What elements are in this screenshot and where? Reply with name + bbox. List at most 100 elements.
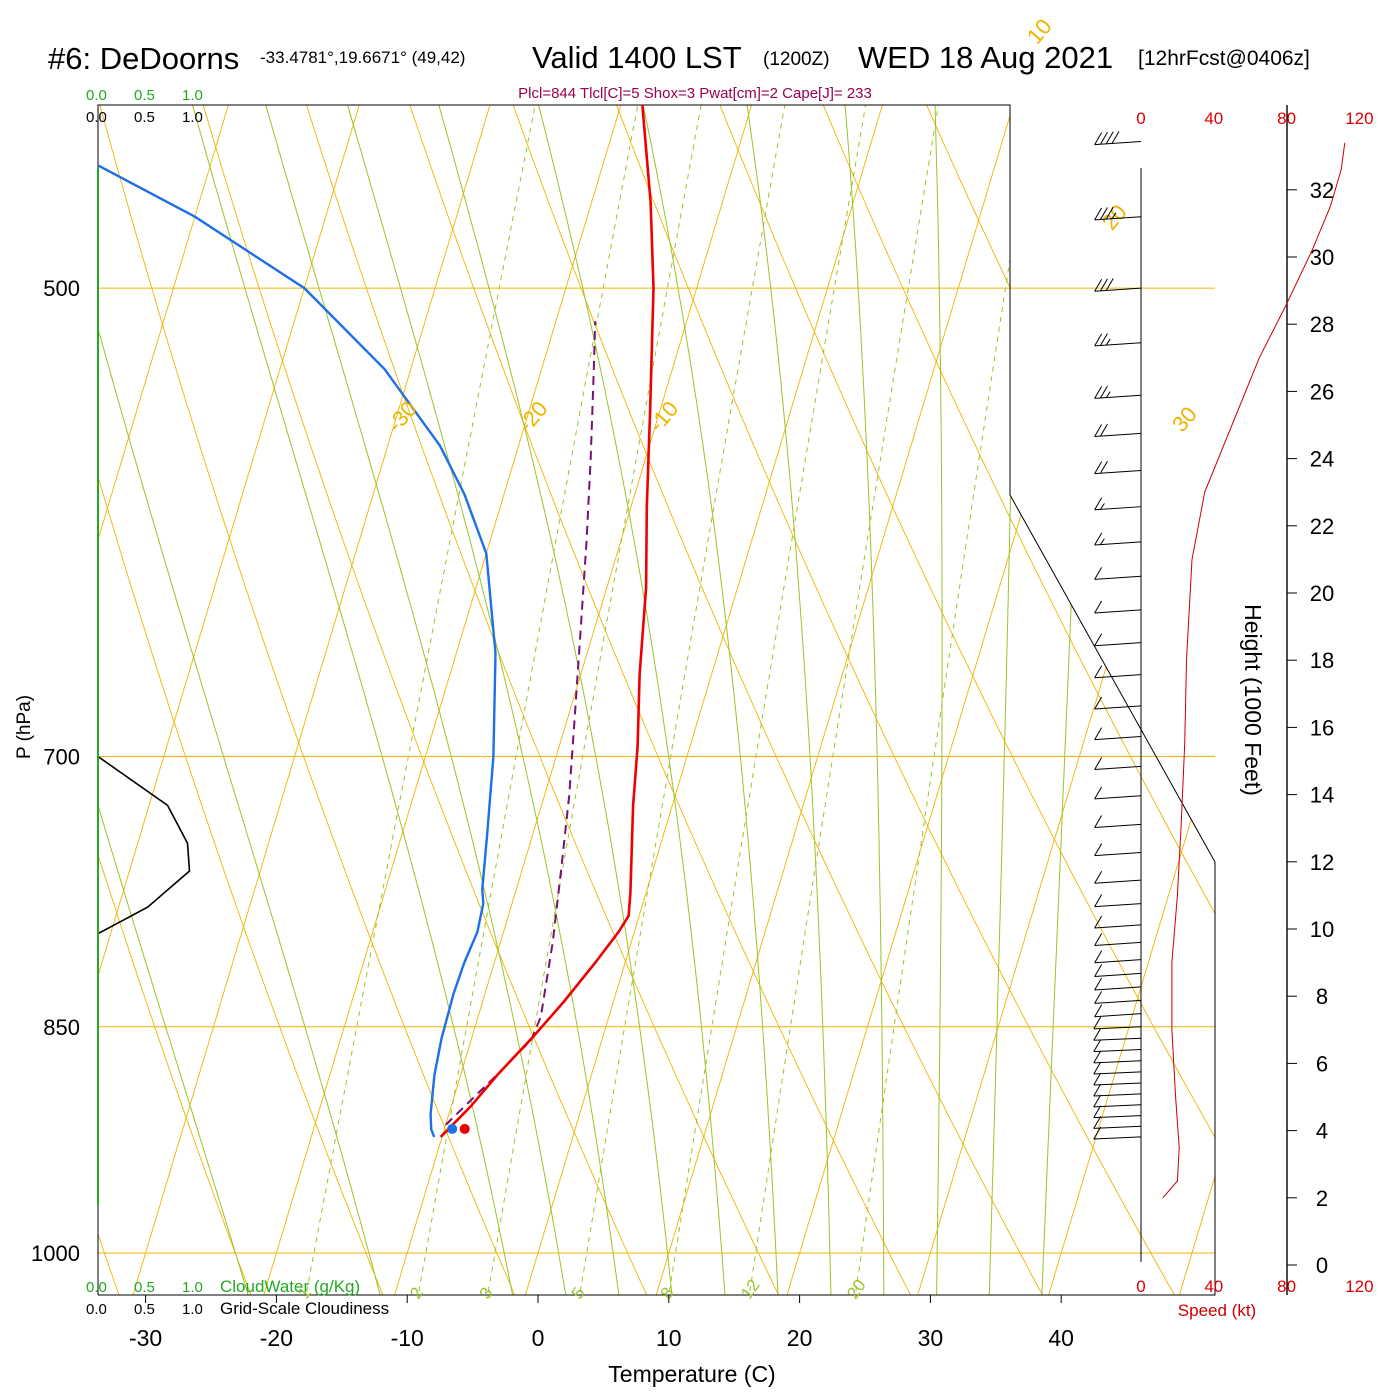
wind-barb — [1093, 1050, 1142, 1064]
speed-top-tick: 120 — [1345, 109, 1373, 128]
barb-staff — [1094, 941, 1142, 946]
barb-staff — [1094, 394, 1142, 399]
cloudwater-top-tick: 0.0 — [86, 87, 107, 104]
wind-barb — [1094, 206, 1142, 221]
utc-time: (1200Z) — [763, 49, 830, 70]
moist-adiabat-line — [869, 105, 943, 1295]
barb-full — [1094, 786, 1103, 800]
barb-staff — [1094, 765, 1142, 771]
barb-staff — [1094, 642, 1142, 647]
wind-barb — [1094, 950, 1142, 964]
mixing-ratio-label: 5 — [568, 1284, 589, 1303]
height-tick-label: 30 — [1310, 245, 1334, 270]
speed-bottom-tick: 40 — [1204, 1277, 1223, 1296]
wind-barb — [1094, 633, 1142, 647]
isotherm-line — [386, 105, 1004, 1295]
moist-adiabat-line — [98, 105, 388, 1295]
barb-full — [1111, 131, 1120, 144]
barb-full — [1093, 1028, 1102, 1041]
cloudwater-top-tick: 0.5 — [134, 87, 155, 104]
moist-adiabat-line — [98, 105, 571, 1295]
barb-staff — [1094, 609, 1142, 614]
barb-staff — [1093, 1104, 1142, 1108]
wind-barb — [1093, 1116, 1142, 1129]
surface-temperature-marker — [459, 1123, 470, 1134]
height-tick-label: 20 — [1310, 581, 1334, 606]
moist-adiabat-line — [211, 105, 676, 1295]
barb-staff — [1093, 1136, 1142, 1140]
barb-full — [1094, 567, 1103, 580]
barb-staff — [1093, 1071, 1142, 1075]
cloud-water-title: CloudWater (g/Kg) — [220, 1277, 360, 1296]
dewpoint-line — [98, 105, 497, 1138]
cloudwater-top-tick: 1.0 — [182, 87, 203, 104]
barb-full — [1099, 131, 1108, 145]
wind-barb — [1093, 1028, 1142, 1041]
temperature-tick-label: -20 — [260, 1325, 293, 1351]
barb-full — [1094, 207, 1103, 221]
moist-adiabat-line — [564, 105, 832, 1295]
height-tick-label: 14 — [1310, 783, 1334, 808]
pressure-tick-label: 500 — [43, 276, 80, 301]
cloudwater-bottom-tick: 1.0 — [182, 1279, 203, 1296]
isotherm-line — [98, 105, 612, 1295]
wind-barb — [1094, 696, 1142, 710]
barb-half — [1100, 503, 1105, 510]
forecast-label: [12hrFcst@0406z] — [1138, 47, 1310, 70]
wind-barb — [1094, 497, 1142, 511]
barb-full — [1094, 977, 1103, 991]
barb-staff — [1093, 1125, 1142, 1129]
barb-staff — [1093, 1082, 1142, 1086]
barb-staff — [1094, 674, 1142, 679]
barb-full — [1094, 727, 1103, 740]
axis-labels: 2503004005007008501000123581220-30-20-10… — [31, 14, 1202, 1351]
thermodynamic-background — [0, 0, 1215, 1321]
barb-staff — [1094, 959, 1142, 964]
barb-full — [1094, 964, 1103, 977]
stability-indices: Plcl=844 Tlcl[C]=5 Shox=3 Pwat[cm]=2 Cap… — [518, 85, 872, 102]
barb-full — [1093, 1050, 1102, 1064]
wind-barb — [1094, 964, 1142, 977]
mixing-ratio-label: 20 — [843, 1276, 869, 1302]
wind-barb — [1094, 385, 1142, 399]
wind-barb — [1094, 600, 1142, 614]
height-tick-label: 2 — [1316, 1186, 1328, 1211]
barb-staff — [1094, 216, 1142, 221]
wind-barb — [1094, 665, 1142, 679]
cloudiness-top-tick: 0.0 — [86, 109, 107, 126]
isotherm-line — [778, 105, 1215, 1295]
wind-barb — [1094, 278, 1142, 292]
height-tick-label: 32 — [1310, 178, 1334, 203]
isotherm-line — [98, 105, 350, 1295]
y-axis-title: P (hPa) — [14, 695, 35, 759]
barb-full — [1094, 933, 1103, 946]
mixing-ratio-label: 8 — [657, 1284, 678, 1303]
wind-barb — [1093, 1083, 1142, 1097]
isotherm-line — [124, 105, 742, 1295]
temperature-tick-label: 40 — [1048, 1325, 1074, 1351]
barb-staff — [1094, 999, 1142, 1004]
barb-full — [1093, 1039, 1102, 1052]
speed-axis-title: Speed (kt) — [1178, 1301, 1256, 1320]
barb-staff — [1094, 924, 1142, 929]
isotherm-line — [517, 105, 1135, 1295]
temperature-line — [439, 105, 655, 1138]
barb-full — [1099, 423, 1108, 437]
wind-barb — [1094, 333, 1142, 347]
speed-bottom-tick: 120 — [1345, 1277, 1373, 1296]
barb-full — [1099, 207, 1108, 220]
isotherm-line — [0, 0, 88, 1321]
x-axis-title: Temperature (C) — [608, 1361, 775, 1387]
isotherm-line — [1171, 105, 1215, 1295]
wind-barb — [1093, 1126, 1142, 1140]
dry-adiabat-line — [779, 105, 1215, 1295]
wind-barb — [1094, 460, 1142, 475]
barb-full — [1094, 894, 1103, 907]
barb-full — [1094, 386, 1103, 399]
barb-full — [1093, 1061, 1102, 1075]
barb-staff — [1094, 287, 1142, 292]
cloudiness-bottom-tick: 0.5 — [134, 1301, 155, 1318]
barb-full — [1093, 1116, 1102, 1129]
pressure-tick-label: 700 — [43, 745, 80, 770]
